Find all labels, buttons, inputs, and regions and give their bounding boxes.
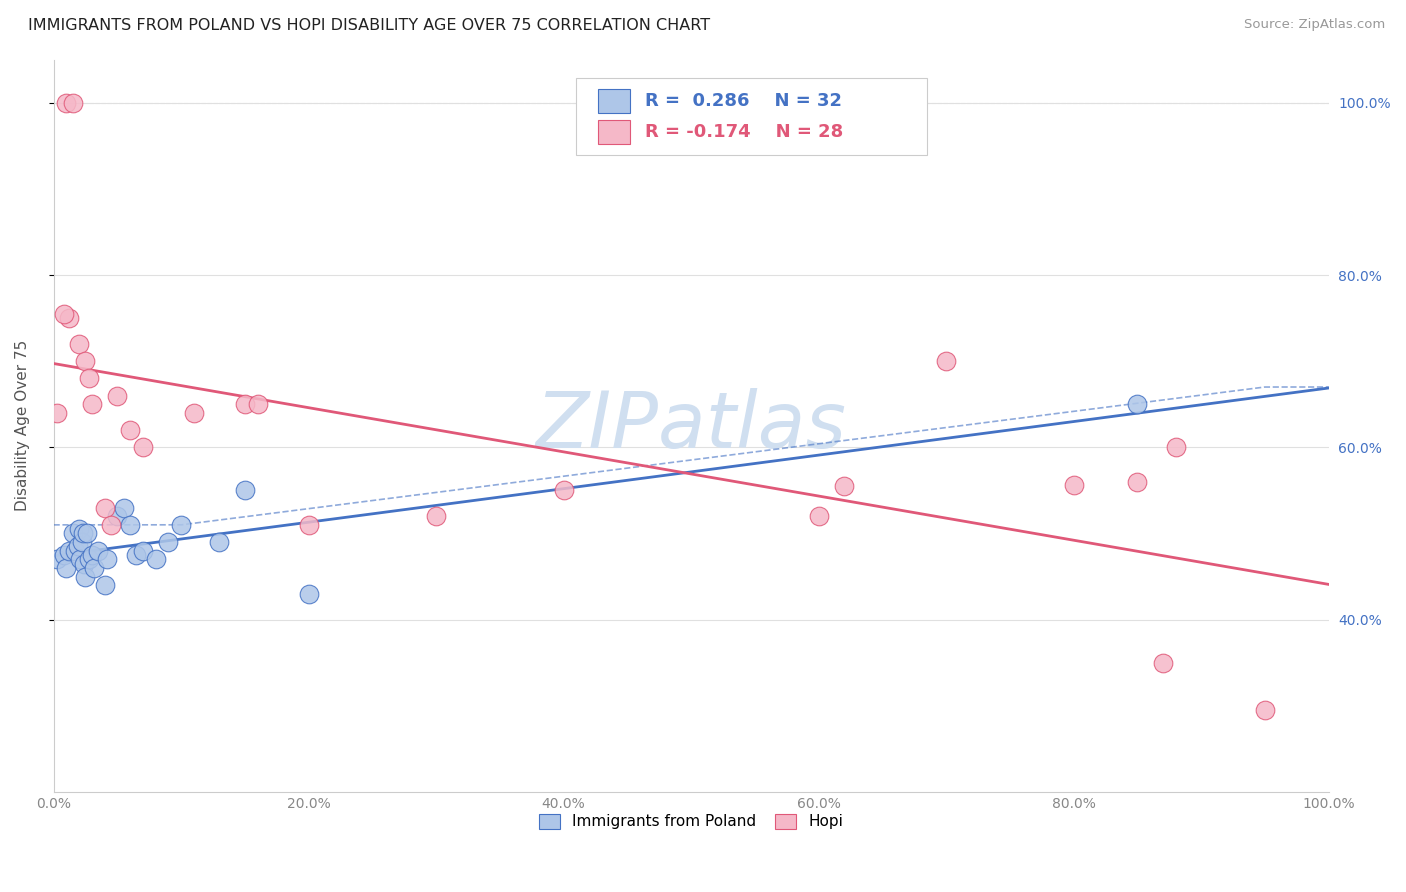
Text: Source: ZipAtlas.com: Source: ZipAtlas.com [1244,18,1385,31]
Point [132,440,155,454]
Point [66,540,89,554]
Text: R =  0.286    N = 32: R = 0.286 N = 32 [645,93,842,111]
Point [246,397,269,411]
Y-axis label: Disability Age Over 75: Disability Age Over 75 [15,340,30,511]
Point [112,500,135,515]
Point [67,337,90,351]
Point [832,479,855,493]
Point [65,543,87,558]
Point [67,522,90,536]
Point [1126,397,1149,411]
Point [52,307,75,321]
Point [79,552,101,566]
Point [1063,478,1085,492]
Point [46,552,69,566]
Text: IMMIGRANTS FROM POLAND VS HOPI DISABILITY AGE OVER 75 CORRELATION CHART: IMMIGRANTS FROM POLAND VS HOPI DISABILIT… [28,18,710,33]
Point [52,548,75,562]
Point [55,95,77,110]
Point [125,548,148,562]
Point [298,517,321,532]
Point [96,552,118,566]
Point [120,517,142,532]
Point [120,423,142,437]
Point [183,406,205,420]
Point [233,483,256,498]
Point [170,517,193,532]
Point [233,397,256,411]
Point [1254,703,1277,717]
Point [105,389,128,403]
Point [807,509,830,524]
Point [62,526,84,541]
Point [58,543,80,558]
Point [935,354,957,368]
Point [93,578,115,592]
Point [69,552,91,566]
Point [425,509,447,524]
Point [1126,475,1149,489]
Point [80,548,103,562]
Point [46,406,69,420]
Point [105,509,128,524]
Point [72,526,94,541]
Point [55,561,77,575]
Point [58,311,80,326]
Text: ZIPatlas: ZIPatlas [536,388,846,464]
Point [1152,656,1174,670]
Legend: Immigrants from Poland, Hopi: Immigrants from Poland, Hopi [533,808,849,836]
Point [79,371,101,385]
Point [157,535,180,549]
Point [70,535,93,549]
Point [298,587,321,601]
Point [73,557,96,571]
FancyBboxPatch shape [598,89,630,113]
Point [132,543,155,558]
FancyBboxPatch shape [598,120,630,144]
FancyBboxPatch shape [576,78,927,155]
Point [100,517,122,532]
Point [208,535,231,549]
Point [553,483,575,498]
Point [83,561,105,575]
Point [145,552,167,566]
Point [87,543,110,558]
Point [76,526,98,541]
Point [75,569,97,583]
Point [1164,440,1187,454]
Point [75,354,97,368]
Point [80,397,103,411]
Point [62,95,84,110]
Text: R = -0.174    N = 28: R = -0.174 N = 28 [645,123,844,141]
Point [93,500,115,515]
